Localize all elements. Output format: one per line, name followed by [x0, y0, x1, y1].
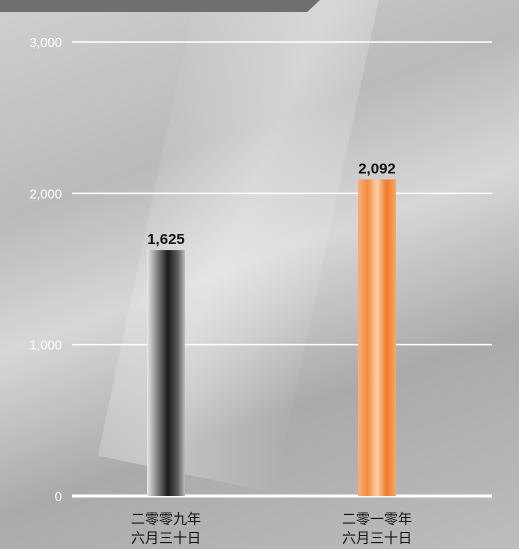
bar-value-label: 2,092 [358, 160, 396, 177]
y-tick-label: 2,000 [29, 186, 62, 201]
y-tick-label: 0 [55, 489, 62, 504]
category-label-line-2: 六月三十日 [342, 531, 412, 547]
bar-1 [147, 250, 185, 496]
category-label-line-2: 六月三十日 [131, 531, 201, 547]
bar-value-label: 1,625 [147, 231, 185, 248]
bar-2 [358, 179, 396, 497]
top-band [0, 0, 320, 12]
y-tick-label: 3,000 [29, 35, 62, 50]
y-tick-label: 1,000 [29, 338, 62, 353]
category-label-line-1: 二零零九年 [131, 512, 201, 528]
category-label-line-1: 二零一零年 [342, 512, 412, 528]
